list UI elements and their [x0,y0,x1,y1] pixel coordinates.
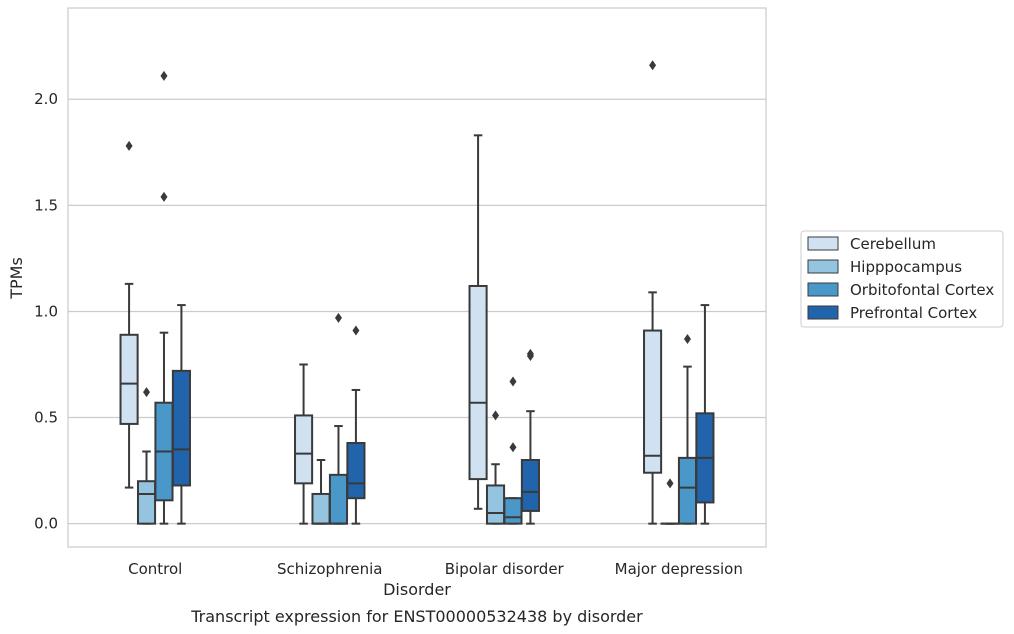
x-tick-label: Schizophrenia [277,560,382,578]
outlier-point [160,191,168,202]
box-orbitofontal-cortex [154,70,174,525]
box-body [485,484,506,525]
outlier-point [160,70,168,81]
box-body [520,458,540,512]
x-axis-ticks: Control Schizophrenia Bipolar disorder Majo… [128,560,743,578]
chart-caption: Transcript expression for ENST0000053243… [190,607,643,626]
outlier-point [125,140,133,151]
box-body [468,284,488,481]
plot-frame [67,7,767,548]
y-tick-label: 2.0 [34,90,58,108]
legend-swatch [807,259,839,274]
legend-label: Cerebellum [850,235,936,253]
legend: Cerebellum Hipppocampus Orbitofontal Corte… [800,230,1004,328]
outlier-point [352,325,360,336]
outlier-point [509,376,517,387]
x-axis-label: Disorder [383,580,451,599]
box-body [677,456,698,525]
x-tick-label: Bipolar disorder [445,560,565,578]
box-body [119,333,139,425]
legend-label: Hipppocampus [850,258,962,276]
box-cerebellum [468,134,488,510]
box-hipppocampus [660,478,680,525]
outlier-point [649,60,657,71]
y-tick-label: 1.5 [34,196,58,214]
box-prefrontal-cortex [695,304,715,525]
box-cerebellum [119,140,139,489]
y-tick-label: 0.0 [34,515,58,533]
outlier-point [526,348,534,359]
outlier-point [666,478,674,489]
legend-swatch [807,305,839,320]
y-tick-label: 0.5 [34,409,58,427]
x-tick-label: Major depression [615,560,743,578]
y-axis-ticks: 0.0 0.5 1.0 1.5 2.0 [34,90,58,532]
box-body [136,480,157,525]
y-tick-label: 1.0 [34,302,58,320]
outlier-point [683,334,691,345]
box-prefrontal-cortex [346,325,366,525]
box-orbitofontal-cortex [328,312,349,525]
box-body [294,414,314,485]
box-hipppocampus [136,387,157,525]
box-body [328,473,349,525]
legend-swatch [807,236,839,251]
outlier-point [334,312,342,323]
box-body [311,492,331,525]
y-axis-label: TPMs [7,257,26,300]
box-cerebellum [294,363,314,525]
box-body [503,497,523,525]
box-body [171,369,191,487]
legend-label: Orbitofontal Cortex [850,281,994,299]
x-tick-label: Control [128,560,182,578]
box-body [643,329,663,474]
box-groups [119,60,715,525]
box-cerebellum [643,60,663,525]
outlier-point [143,387,151,398]
legend-swatch [807,282,839,297]
box-prefrontal-cortex [520,348,540,525]
legend-label: Prefrontal Cortex [850,304,977,322]
box-prefrontal-cortex [171,304,191,525]
outlier-point [509,442,517,453]
box-body [346,442,366,500]
outlier-point [492,410,500,421]
legend-frame [800,230,1004,328]
